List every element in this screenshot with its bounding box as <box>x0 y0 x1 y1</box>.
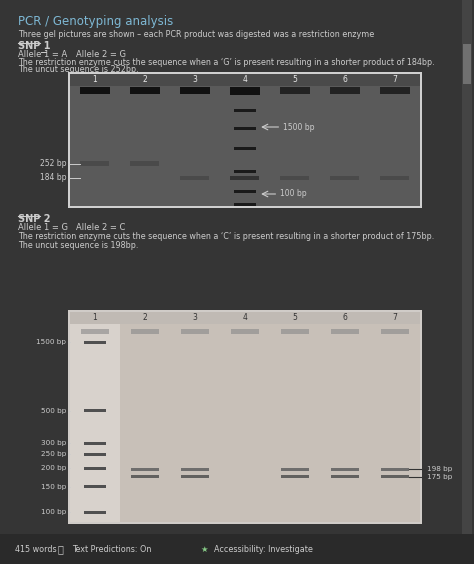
Text: Allele 2 = G: Allele 2 = G <box>76 50 126 59</box>
Bar <box>331 468 359 470</box>
Bar <box>331 475 359 478</box>
Bar <box>231 329 259 334</box>
Text: Three gel pictures are shown – each PCR product was digested was a restriction e: Three gel pictures are shown – each PCR … <box>18 30 374 39</box>
Bar <box>280 87 310 94</box>
Bar <box>281 329 309 334</box>
Bar <box>80 87 110 94</box>
Text: 500 bp: 500 bp <box>41 408 66 414</box>
Bar <box>234 190 256 193</box>
Text: ⎕: ⎕ <box>58 544 64 554</box>
Bar <box>181 176 210 180</box>
Bar <box>234 127 256 130</box>
Text: Accessibility: Investigate: Accessibility: Investigate <box>214 544 313 553</box>
Text: 6: 6 <box>343 76 347 85</box>
Text: 3: 3 <box>192 314 198 323</box>
Bar <box>234 203 256 206</box>
Bar <box>70 312 420 324</box>
Bar <box>84 442 106 444</box>
Bar <box>331 329 359 334</box>
Text: 415 words: 415 words <box>15 544 56 553</box>
Bar <box>381 329 409 334</box>
Text: 5: 5 <box>292 314 298 323</box>
Bar <box>84 467 106 470</box>
Bar <box>234 109 256 112</box>
Text: Text Predictions: On: Text Predictions: On <box>72 544 151 553</box>
Bar <box>84 341 106 343</box>
Bar <box>130 161 159 166</box>
Bar <box>181 468 209 470</box>
Text: 4: 4 <box>243 76 247 85</box>
Text: 7: 7 <box>392 314 397 323</box>
Text: 6: 6 <box>343 314 347 323</box>
Text: 2: 2 <box>143 76 147 85</box>
Bar <box>230 87 260 95</box>
Text: 150 bp: 150 bp <box>41 483 66 490</box>
Bar <box>84 485 106 488</box>
Bar <box>330 87 360 94</box>
Text: ★: ★ <box>200 544 208 553</box>
Bar <box>68 310 422 524</box>
Bar <box>181 329 209 334</box>
Bar <box>181 475 209 478</box>
Bar <box>281 468 309 470</box>
Bar <box>70 312 120 522</box>
Bar <box>381 468 409 470</box>
Text: 1: 1 <box>92 314 97 323</box>
Text: 300 bp: 300 bp <box>41 440 66 446</box>
Bar <box>68 72 422 208</box>
Bar <box>234 147 256 150</box>
Text: SNP 2: SNP 2 <box>18 214 51 224</box>
Text: 1: 1 <box>92 76 97 85</box>
Text: 175 bp: 175 bp <box>427 474 452 480</box>
Bar <box>81 161 109 166</box>
Bar <box>130 87 160 94</box>
Text: 250 bp: 250 bp <box>41 451 66 457</box>
Bar <box>70 74 420 206</box>
Text: The uncut sequence is 198bp.: The uncut sequence is 198bp. <box>18 241 138 250</box>
Bar <box>180 87 210 94</box>
Text: 5: 5 <box>292 76 298 85</box>
Bar <box>81 329 109 334</box>
Bar <box>462 0 472 534</box>
Text: 198 bp: 198 bp <box>427 466 452 472</box>
Bar <box>380 87 410 94</box>
Text: 100 bp: 100 bp <box>280 190 307 199</box>
Bar <box>131 329 159 334</box>
Bar <box>84 510 106 513</box>
Text: Allele 1 = A: Allele 1 = A <box>18 50 67 59</box>
Text: 200 bp: 200 bp <box>41 465 66 472</box>
Text: PCR / Genotyping analysis: PCR / Genotyping analysis <box>18 15 173 28</box>
Text: The uncut sequence is 252bp.: The uncut sequence is 252bp. <box>18 65 138 74</box>
Bar <box>84 409 106 412</box>
Text: SNP 1: SNP 1 <box>18 41 51 51</box>
Bar <box>0 534 474 564</box>
Bar <box>70 312 420 522</box>
Text: 3: 3 <box>192 76 198 85</box>
Bar <box>463 44 471 84</box>
Bar <box>131 468 159 470</box>
Text: Allele 1 = G: Allele 1 = G <box>18 223 68 232</box>
Text: Allele 2 = C: Allele 2 = C <box>76 223 126 232</box>
Bar <box>70 74 420 86</box>
Text: 252 bp: 252 bp <box>40 159 67 168</box>
Text: The restriction enzyme cuts the sequence when a ‘C’ is present resulting in a sh: The restriction enzyme cuts the sequence… <box>18 232 434 241</box>
Text: 4: 4 <box>243 314 247 323</box>
Text: 100 bp: 100 bp <box>41 509 66 515</box>
Bar <box>381 176 410 180</box>
Text: The restriction enzyme cuts the sequence when a ‘G’ is present resulting in a sh: The restriction enzyme cuts the sequence… <box>18 58 435 67</box>
Text: 184 bp: 184 bp <box>40 174 67 183</box>
Bar <box>131 475 159 478</box>
Text: 2: 2 <box>143 314 147 323</box>
Bar <box>330 176 359 180</box>
Bar <box>234 170 256 173</box>
Bar <box>281 475 309 478</box>
Text: 1500 bp: 1500 bp <box>283 122 315 131</box>
Text: 1500 bp: 1500 bp <box>36 339 66 345</box>
Bar <box>84 453 106 456</box>
Bar <box>230 176 259 180</box>
Bar <box>381 475 409 478</box>
Text: 7: 7 <box>392 76 397 85</box>
Bar <box>281 176 310 180</box>
